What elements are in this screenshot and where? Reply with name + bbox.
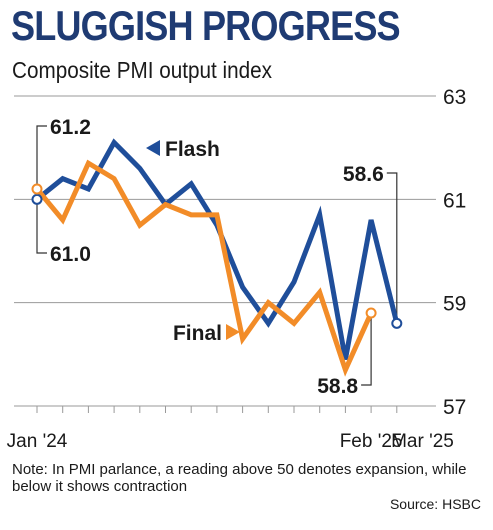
footnote: Note: In PMI parlance, a reading above 5… — [12, 461, 467, 495]
annotation-leader — [36, 199, 47, 254]
chart-title: SLUGGISH PROGRESS — [11, 2, 401, 49]
annotation-leader — [386, 172, 398, 324]
annotation-leader — [36, 125, 47, 189]
data-label-final-end: 58.8 — [317, 375, 358, 398]
point-final-end — [365, 307, 377, 319]
y-tick-label-61: 61 — [443, 189, 466, 212]
point-final-start — [31, 183, 43, 195]
legend-marker-flash — [146, 140, 160, 156]
legend-label-final: Final — [173, 322, 222, 345]
data-label-flash-end: 58.6 — [343, 163, 384, 186]
point-flash-end — [391, 317, 403, 329]
x-tick-label: Mar '25 — [391, 431, 454, 452]
data-label-flash-start: 61.0 — [50, 243, 91, 266]
legend-label-flash: Flash — [165, 138, 220, 161]
y-tick-label-57: 57 — [443, 396, 466, 419]
y-tick-label-59: 59 — [443, 293, 466, 316]
x-tick-label: Feb '25 — [340, 431, 403, 452]
annotation-leader — [361, 313, 372, 386]
series-line-final — [35, 159, 374, 377]
point-flash-start — [31, 193, 43, 205]
x-tick-label: Jan '24 — [7, 431, 68, 452]
chart-subtitle: Composite PMI output index — [12, 57, 273, 83]
legend-marker-final — [226, 324, 240, 340]
y-tick-label-63: 63 — [443, 86, 466, 109]
source-credit: Source: HSBC — [389, 496, 481, 512]
data-label-final-start: 61.2 — [50, 116, 91, 139]
